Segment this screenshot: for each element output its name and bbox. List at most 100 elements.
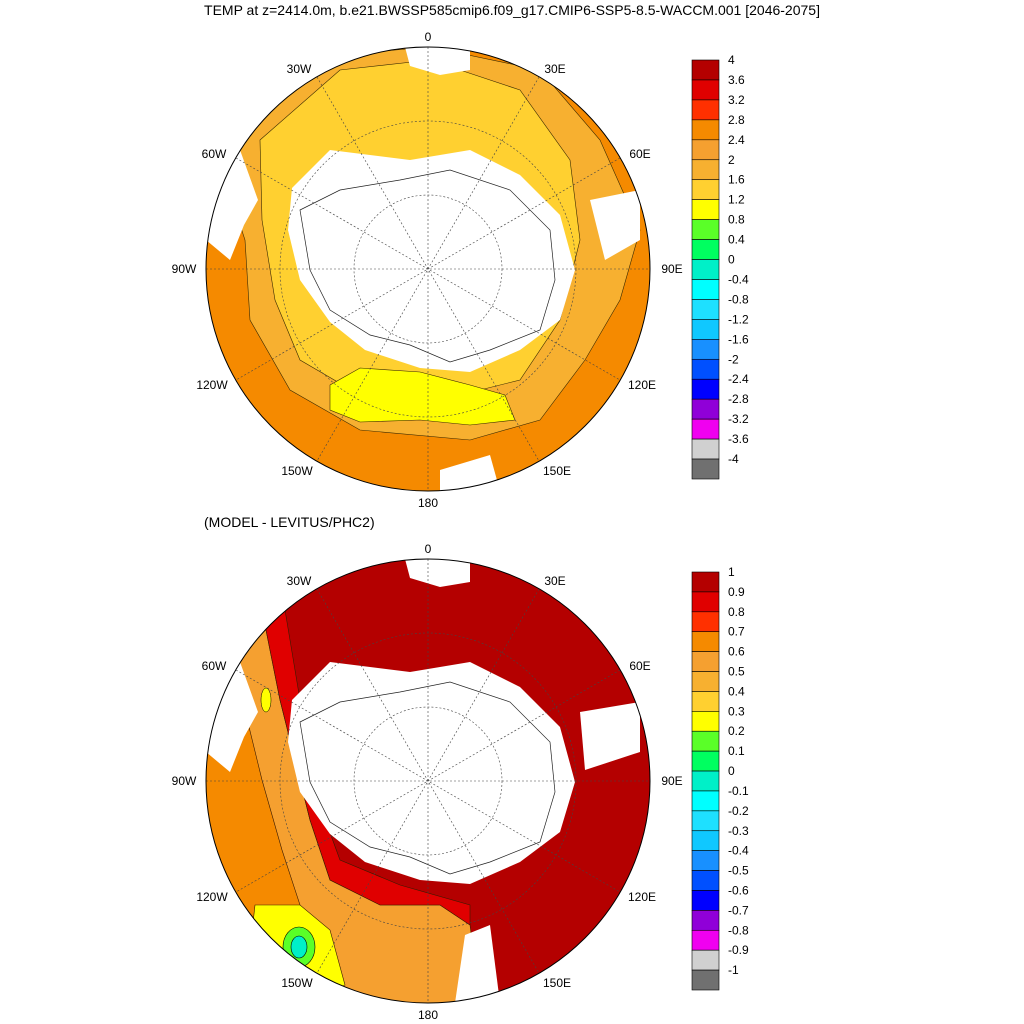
bottom-region-min-anomaly bbox=[290, 935, 308, 959]
top-colorbar-tick-label: 3.2 bbox=[728, 93, 745, 107]
top-lon-label-90w: 90W bbox=[172, 262, 197, 276]
bottom-colorbar-swatch bbox=[691, 830, 720, 851]
top-kerguelen-patch bbox=[590, 190, 640, 260]
top-colorbar-tick-label: 3.6 bbox=[728, 73, 745, 87]
top-antarctica bbox=[288, 150, 575, 372]
top-colorbar-tick-label: -1.2 bbox=[728, 312, 749, 326]
figure-title: TEMP at z=2414.0m, b.e21.BWSSP585cmip6.f… bbox=[204, 2, 820, 18]
top-colorbar-tick-label: 2 bbox=[728, 153, 735, 167]
top-shelf-patch bbox=[405, 47, 470, 75]
top-coastline bbox=[299, 169, 556, 363]
bottom-lon-label-0: 0 bbox=[425, 542, 432, 556]
bottom-colorbar-tick-label: -0.1 bbox=[728, 784, 749, 798]
top-colorbar-tick-label: -3.2 bbox=[728, 412, 749, 426]
top-colorbar-tick-label: 2.4 bbox=[728, 133, 745, 147]
top-lon-label-30e: 30E bbox=[544, 62, 565, 76]
bottom-colorbar-swatch bbox=[691, 651, 720, 672]
top-colorbar-tick-label: -3.6 bbox=[728, 432, 749, 446]
bottom-new-zealand-patch bbox=[455, 925, 500, 1003]
bottom-colorbar-tick-label: -0.2 bbox=[728, 804, 749, 818]
bottom-antarctica bbox=[288, 662, 575, 884]
bottom-lon-label-90e: 90E bbox=[661, 774, 682, 788]
bottom-lon-label-60w: 60W bbox=[202, 659, 227, 673]
top-colorbar-tick-label: 2.8 bbox=[728, 113, 745, 127]
bottom-colorbar-swatch bbox=[691, 671, 720, 692]
top-colorbar-swatch bbox=[691, 159, 720, 181]
top-colorbar-swatch bbox=[691, 339, 720, 360]
top-graticule bbox=[206, 47, 650, 491]
bottom-colorbar-tick-label: 0.7 bbox=[728, 625, 745, 639]
top-colorbar-swatch bbox=[691, 239, 720, 260]
top-lon-label-90e: 90E bbox=[661, 262, 682, 276]
top-lon-label-120w: 120W bbox=[196, 378, 228, 392]
bottom-colorbar-tick-label: 0.1 bbox=[728, 744, 745, 758]
bottom-lon-label-120e: 120E bbox=[628, 890, 656, 904]
top-colorbar-swatch bbox=[691, 418, 720, 440]
bottom-lon-label-150w: 150W bbox=[281, 976, 313, 990]
top-colorbar-swatch bbox=[691, 458, 720, 480]
bottom-lon-label-150e: 150E bbox=[543, 976, 571, 990]
bottom-colorbar-tick-label: -0.8 bbox=[728, 923, 749, 937]
bottom-lon-label-90w: 90W bbox=[172, 774, 197, 788]
bottom-coastline bbox=[299, 681, 556, 875]
top-colorbar-tick-label: -1.6 bbox=[728, 332, 749, 346]
top-lon-label-180: 180 bbox=[418, 496, 438, 510]
top-lon-label-60e: 60E bbox=[629, 147, 650, 161]
top-colorbar-tick-label: -0.4 bbox=[728, 272, 749, 286]
top-colorbar-tick-label: -4 bbox=[728, 452, 739, 466]
bottom-colorbar-swatch bbox=[691, 770, 720, 792]
bottom-graticule bbox=[206, 559, 650, 1003]
bottom-shelf-patch bbox=[405, 559, 470, 587]
bottom-colorbar-tick-label: 0.2 bbox=[728, 724, 745, 738]
bottom-colorbar-tick-label: -0.9 bbox=[728, 943, 749, 957]
bottom-colorbar-tick-label: 1 bbox=[728, 565, 735, 579]
bottom-colorbar-tick-label: 0.8 bbox=[728, 605, 745, 619]
top-colorbar-tick-label: 0 bbox=[728, 253, 735, 267]
top-colorbar-tick-label: 1.2 bbox=[728, 193, 745, 207]
bottom-colorbar-tick-label: 0.3 bbox=[728, 704, 745, 718]
top-colorbar-swatch bbox=[691, 139, 720, 161]
bottom-colorbar-tick-label: -0.5 bbox=[728, 864, 749, 878]
bottom-lon-label-120w: 120W bbox=[196, 890, 228, 904]
bottom-colorbar-swatch bbox=[691, 591, 720, 613]
bottom-colorbar-swatch bbox=[691, 850, 720, 871]
top-colorbar-swatch bbox=[691, 219, 720, 240]
figure-subtitle: (MODEL - LEVITUS/PHC2) bbox=[204, 514, 375, 530]
top-new-zealand-patch bbox=[440, 455, 500, 491]
top-colorbar-tick-label: 4 bbox=[728, 53, 735, 67]
top-colorbar-swatch bbox=[691, 259, 720, 280]
top-lon-label-150w: 150W bbox=[281, 464, 313, 478]
bottom-colorbar-swatch bbox=[691, 870, 720, 891]
bottom-map-border bbox=[205, 558, 651, 1004]
top-colorbar-tick-label: -2.4 bbox=[728, 372, 749, 386]
top-colorbar-tick-label: -0.8 bbox=[728, 292, 749, 306]
bottom-colorbar-tick-label: -0.6 bbox=[728, 883, 749, 897]
bottom-colorbar-tick-label: -1 bbox=[728, 963, 739, 977]
bottom-colorbar-swatch bbox=[691, 810, 720, 832]
bottom-colorbar-swatch bbox=[691, 949, 720, 971]
top-colorbar-tick-label: 0.4 bbox=[728, 233, 745, 247]
bottom-lon-label-30w: 30W bbox=[287, 574, 312, 588]
top-colorbar-swatch bbox=[691, 279, 720, 300]
bottom-lon-label-60e: 60E bbox=[629, 659, 650, 673]
bottom-colorbar-tick-label: -0.3 bbox=[728, 824, 749, 838]
bottom-map-panel: 0 30E 60E 90E 120E 150E 180 150W 120W 90… bbox=[172, 542, 683, 1022]
top-map-border bbox=[205, 46, 651, 492]
top-map-panel: 0 30E 60E 90E 120E 150E 180 150W 120W 90… bbox=[172, 30, 683, 510]
bottom-colorbar-swatch bbox=[691, 631, 720, 652]
bottom-colorbar-tick-label: -0.7 bbox=[728, 903, 749, 917]
top-colorbar-swatch bbox=[691, 79, 720, 101]
bottom-region-drake-patch bbox=[260, 687, 272, 713]
bottom-colorbar-swatch bbox=[691, 611, 720, 633]
bottom-colorbar-swatch bbox=[691, 929, 720, 951]
top-colorbar-swatch bbox=[691, 319, 720, 340]
top-colorbar-swatch bbox=[691, 179, 720, 200]
bottom-colorbar-swatch bbox=[691, 691, 720, 712]
top-colorbar-swatch bbox=[691, 378, 720, 400]
top-colorbar-tick-label: -2 bbox=[728, 352, 739, 366]
bottom-colorbar-swatch bbox=[691, 750, 720, 772]
top-colorbar-swatch bbox=[691, 398, 720, 420]
bottom-colorbar-swatch bbox=[691, 910, 720, 931]
top-colorbar-tick-label: 0.8 bbox=[728, 213, 745, 227]
